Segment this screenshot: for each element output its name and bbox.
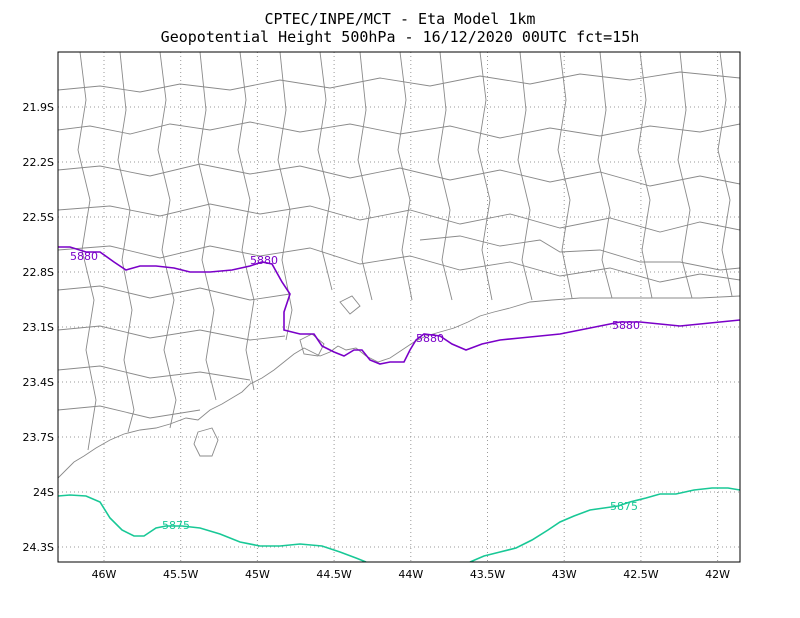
island-3 [339,295,361,315]
coastline [58,295,740,479]
municipal-borders [58,52,740,479]
y-tick-label: 23.7S [23,431,54,444]
x-tick-label: 45.5W [163,568,198,581]
x-tick-label: 44.5W [316,568,351,581]
contour-5880 [58,246,740,365]
y-tick-label: 23.1S [23,321,54,334]
y-tick-label: 22.5S [23,211,54,224]
x-tick-label: 46W [92,568,117,581]
y-tick-label: 24S [33,486,54,499]
contour-label-5880-c: 5880 [416,332,444,345]
contour-label-5875-b: 5875 [610,500,638,513]
y-tick-label: 23.4S [23,376,54,389]
chart-subtitle: Geopotential Height 500hPa - 16/12/2020 … [160,28,640,46]
contour-label-5880-a: 5880 [70,250,98,263]
x-tick-label: 43.5W [470,568,505,581]
contour-label-5875-a: 5875 [162,519,190,532]
x-tick-label: 43W [552,568,577,581]
contour-label-5880-d: 5880 [612,319,640,332]
chart-title: CPTEC/INPE/MCT - Eta Model 1km [264,10,536,28]
y-tick-label: 22.2S [23,156,54,169]
island-2 [299,333,325,357]
grid-lines [58,52,740,562]
x-tick-label: 42.5W [623,568,658,581]
plot-frame [57,51,741,563]
y-tick-label: 22.8S [23,266,54,279]
y-tick-label: 21.9S [23,101,54,114]
contour-5875 [58,494,367,562]
contour-label-5880-b: 5880 [250,254,278,267]
y-tick-label: 24.3S [23,541,54,554]
contour-5875-east [469,487,740,562]
x-tick-label: 45W [245,568,270,581]
x-tick-label: 44W [398,568,423,581]
island [193,427,219,457]
x-tick-label: 42W [705,568,730,581]
